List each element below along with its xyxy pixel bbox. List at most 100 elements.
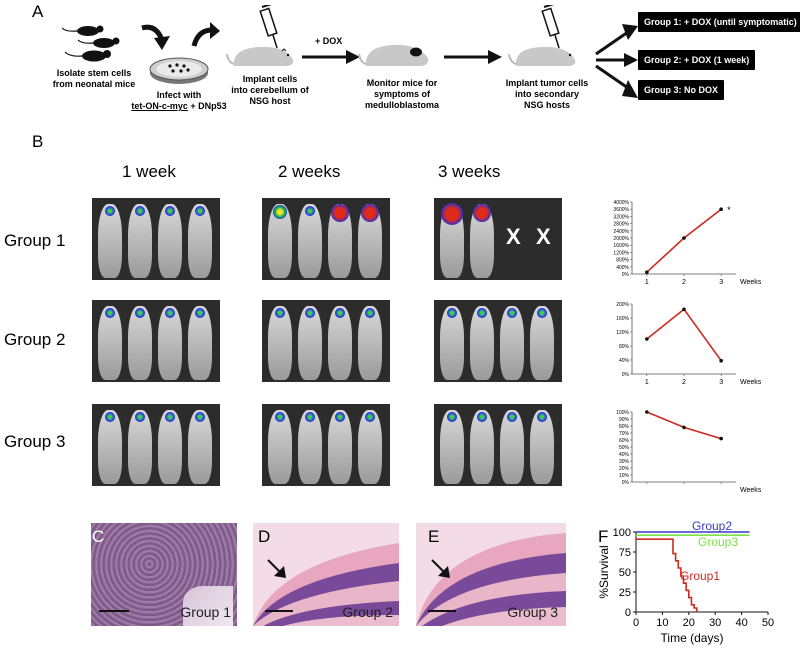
mouse-image [298,204,322,278]
row-label-group3: Group 3 [4,432,66,451]
series-label: Group2 [692,519,732,533]
y-tick-label: 0% [622,372,630,378]
mouse-image [188,306,212,380]
mouse-image [358,410,382,484]
row-label-group1: Group 1 [4,231,66,250]
signal-spot [135,205,145,216]
mouse-image [298,306,322,380]
y-tick-label: 60% [619,438,630,444]
data-point [682,236,686,240]
step-monitor-caption: Monitor mice for symptoms of medulloblas… [364,78,439,110]
bioluminescence-image [434,198,562,280]
data-point [645,410,649,414]
mouse-image [98,306,122,380]
curved-arrow-in-icon [141,24,170,50]
y-tick-label: 160% [616,316,629,322]
mouse-image [530,306,554,380]
mouse-image [158,410,182,484]
signal-spot [335,411,345,422]
y-tick-label: 25 [619,587,631,599]
secondary-host-mouse-icon [508,46,576,66]
step-secondary-caption: Implant tumor cells into secondary NSG h… [505,78,589,110]
bioluminescence-image [434,300,562,382]
deceased-mark: X [506,224,521,249]
y-tick-label: 80% [619,344,630,350]
row-label-group2: Group 2 [4,330,66,349]
y-tick-label: 2000% [613,236,629,242]
y-tick-label: 80% [619,424,630,430]
panel-f-letter: F [598,527,609,546]
gene-construct: tet-ON-c-myc [131,101,188,111]
mouse-image [268,410,292,484]
mouse-image [268,306,292,380]
week2-header: 2 weeks [278,162,341,181]
y-tick-label: 100% [616,410,629,416]
signal-spot [105,205,115,216]
y-tick-label: 800% [616,258,629,264]
host-mouse-icon [226,46,294,66]
panel-e-letter: E [428,527,440,546]
mouse-image [188,204,212,278]
signal-spot [507,307,517,318]
signal-spot [273,204,287,219]
signal-spot [105,411,115,422]
x-tick-label: 2 [682,279,686,286]
y-tick-label: 1600% [613,243,629,249]
signal-spot [537,307,547,318]
cerebellum-folia [416,533,566,626]
signal-spot [537,411,547,422]
y-tick-label: 3200% [613,214,629,220]
signal-spot [305,205,315,216]
mouse-image [128,306,152,380]
y-tick-label: 0 [625,607,631,619]
signal-spot [105,307,115,318]
step-infect-caption: Infect with tet-ON-c-myc + DNp53 [122,90,236,112]
bioluminescence-image [92,198,220,280]
signal-spot [305,411,315,422]
x-tick-label: 30 [709,617,721,629]
curved-arrow-out-icon [191,22,220,47]
gene-suffix: + DNp53 [187,101,227,111]
y-tick-label: 20% [619,466,630,472]
x-tick-label: 20 [683,617,695,629]
signal-spot [275,411,285,422]
mouse-image [158,204,182,278]
data-point [645,270,649,274]
x-tick-label: 10 [656,617,668,629]
data-point [682,425,686,430]
signal-spot [477,411,487,422]
y-axis-label: %Survival [597,545,611,598]
mouse-image [440,410,464,484]
tumor-mouse-icon [358,44,429,66]
signal-spot [361,203,379,222]
series-label: Group1 [680,569,720,583]
mouse-image [500,410,524,484]
series-line [646,208,722,273]
syringe-icon [259,5,278,49]
y-tick-label: 40% [619,452,630,458]
panel-b-letter: B [32,132,44,151]
data-point [682,307,686,312]
week3-header: 3 weeks [438,162,501,181]
group1-signal-chart: 0%400%800% 1200%1600%2000%2400%2800% 3200%… [613,200,762,286]
series-label: Group3 [698,535,738,549]
signal-spot [165,411,175,422]
y-tick-label: 400% [616,265,629,271]
mouse-image [500,306,524,380]
histology-panel-d: Group 2 [253,523,399,626]
mouse-image [298,410,322,484]
y-tick-label: 90% [619,417,630,423]
arrow-pointer-icon [431,559,450,578]
x-axis-label: Weeks [740,279,762,286]
x-tick-label: 50 [762,617,774,629]
y-tick-label: 0% [622,480,630,486]
y-tick-label: 30% [619,459,630,465]
scale-bar [265,610,293,612]
y-tick-label: 4000% [613,200,629,206]
signal-spot [477,307,487,318]
arrow-pointer-icon [267,559,286,578]
y-tick-label: 2400% [613,229,629,235]
histology-panel-c: Group 1 [91,523,237,626]
group2-signal-chart: 0% 40% 80% 120% 160% 200% 1 2 3 Weeks [616,302,762,386]
y-tick-label: 2800% [613,222,629,228]
